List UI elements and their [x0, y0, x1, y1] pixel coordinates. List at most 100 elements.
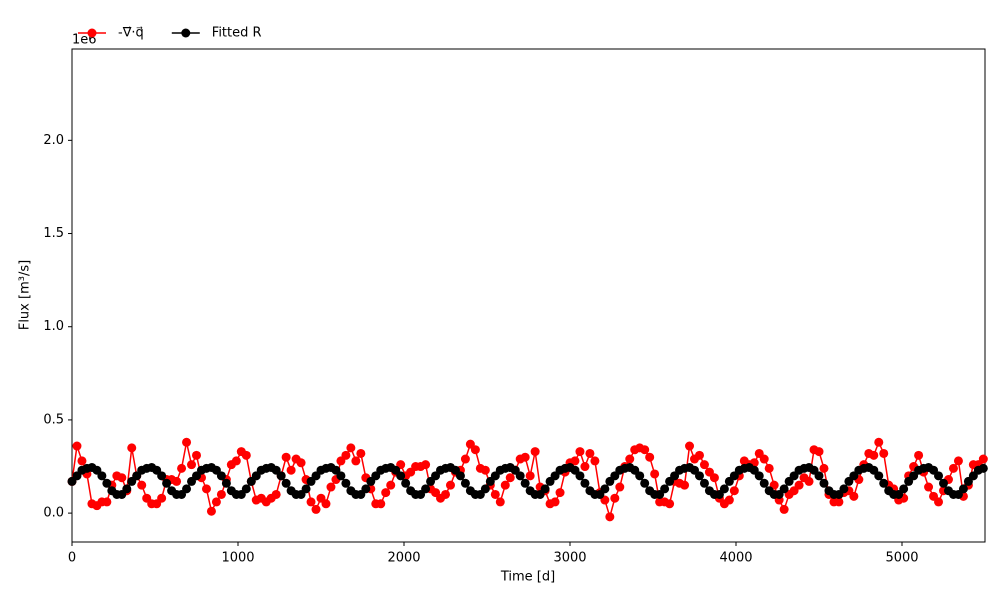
point — [520, 478, 530, 488]
x-tick-label: 0 — [68, 551, 76, 566]
point — [754, 471, 764, 481]
point — [72, 441, 82, 451]
point — [182, 437, 192, 447]
point — [540, 484, 550, 494]
point — [296, 458, 306, 468]
point — [934, 471, 944, 481]
point — [306, 497, 316, 507]
y-tick-label: 0.5 — [43, 412, 64, 427]
point — [580, 462, 590, 472]
point — [515, 471, 525, 481]
point — [600, 484, 610, 494]
point — [694, 471, 704, 481]
point — [326, 482, 336, 492]
point — [804, 476, 814, 486]
point — [177, 463, 187, 473]
point — [779, 504, 789, 514]
y-tick-label: 1.0 — [43, 319, 64, 334]
point — [640, 445, 650, 455]
point — [585, 448, 595, 458]
point — [336, 471, 346, 481]
point — [779, 484, 789, 494]
point — [660, 484, 670, 494]
point — [958, 484, 968, 494]
point — [874, 437, 884, 447]
point — [157, 493, 167, 503]
point — [356, 448, 366, 458]
x-axis-label: Time [d] — [500, 570, 555, 585]
point — [480, 484, 490, 494]
point — [764, 463, 774, 473]
point — [879, 478, 889, 488]
point — [97, 471, 107, 481]
point — [874, 471, 884, 481]
y-tick-label: 1.5 — [43, 226, 64, 241]
point — [590, 456, 600, 466]
point — [849, 491, 859, 501]
point — [615, 482, 625, 492]
point — [480, 465, 490, 475]
point — [914, 450, 924, 460]
point — [839, 484, 849, 494]
point — [709, 473, 719, 483]
point — [699, 460, 709, 470]
point — [819, 463, 829, 473]
point — [102, 478, 112, 488]
point — [361, 484, 371, 494]
point — [201, 484, 211, 494]
point — [495, 497, 505, 507]
point — [221, 478, 231, 488]
point — [281, 478, 291, 488]
point — [699, 478, 709, 488]
point — [948, 463, 958, 473]
point — [216, 471, 226, 481]
point — [680, 480, 690, 490]
point — [271, 489, 281, 499]
point — [301, 484, 311, 494]
point — [724, 495, 734, 505]
point — [575, 447, 585, 457]
legend-label: Fitted R — [212, 26, 262, 41]
point — [759, 454, 769, 464]
point — [122, 484, 132, 494]
point — [794, 480, 804, 490]
point — [421, 484, 431, 494]
point — [939, 478, 948, 488]
point — [460, 478, 470, 488]
point — [814, 447, 824, 457]
point — [640, 478, 650, 488]
point — [694, 450, 704, 460]
point — [187, 460, 197, 470]
y-axis-label: Flux [m³/s] — [18, 260, 33, 330]
point — [525, 471, 535, 481]
point — [978, 463, 988, 473]
point — [924, 482, 934, 492]
point — [127, 443, 137, 453]
point — [978, 454, 988, 464]
point — [206, 506, 216, 516]
point — [77, 456, 87, 466]
point — [869, 450, 879, 460]
point — [231, 456, 241, 466]
point — [351, 456, 361, 466]
point — [729, 486, 739, 496]
point — [381, 488, 391, 498]
point — [505, 473, 515, 483]
x-tick-label: 5000 — [885, 551, 918, 566]
point — [286, 465, 296, 475]
point — [421, 460, 431, 470]
point — [490, 489, 500, 499]
point — [814, 471, 824, 481]
point — [211, 497, 221, 507]
x-tick-label: 2000 — [387, 551, 420, 566]
point — [102, 497, 112, 507]
point — [650, 469, 660, 479]
point — [759, 478, 769, 488]
point — [241, 450, 251, 460]
x-tick-label: 1000 — [221, 551, 254, 566]
point — [645, 452, 655, 462]
point — [500, 480, 510, 490]
point — [460, 454, 470, 464]
point — [172, 476, 182, 486]
point — [401, 478, 411, 488]
